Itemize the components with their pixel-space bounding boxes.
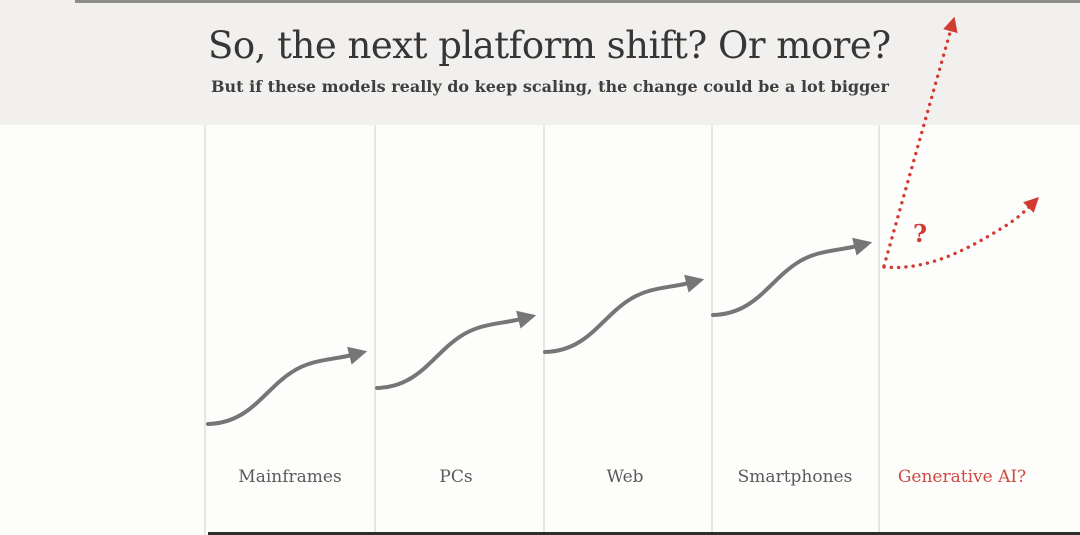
smartphones-adoption-curve [711, 237, 873, 317]
platform-label-web: Web [606, 467, 644, 487]
slide-subtitle: But if these models really do keep scali… [211, 77, 889, 96]
web-adoption-curve [543, 274, 705, 354]
platform-label-pcs: PCs [439, 467, 473, 487]
platform-labels-row: Mainframes PCs Web Smartphones Generativ… [0, 467, 1080, 491]
uncertainty-question-mark: ? [913, 219, 927, 248]
generative-ai-next-curve [882, 197, 1039, 270]
platform-label-generative-ai: Generative AI? [897, 467, 1027, 487]
mainframes-adoption-curve [206, 346, 368, 426]
panel-dividers [204, 125, 880, 535]
platform-label-smartphones: Smartphones [737, 467, 853, 487]
pcs-adoption-curve [375, 310, 537, 390]
bottom-edge-bar [208, 532, 1080, 535]
slide-title: So, the next platform shift? Or more? [208, 24, 891, 67]
platform-label-mainframes: Mainframes [238, 467, 342, 487]
top-edge-bar [75, 0, 1080, 3]
slide-header-band [0, 0, 1080, 125]
generative-ai-steep-arrow [882, 16, 958, 268]
